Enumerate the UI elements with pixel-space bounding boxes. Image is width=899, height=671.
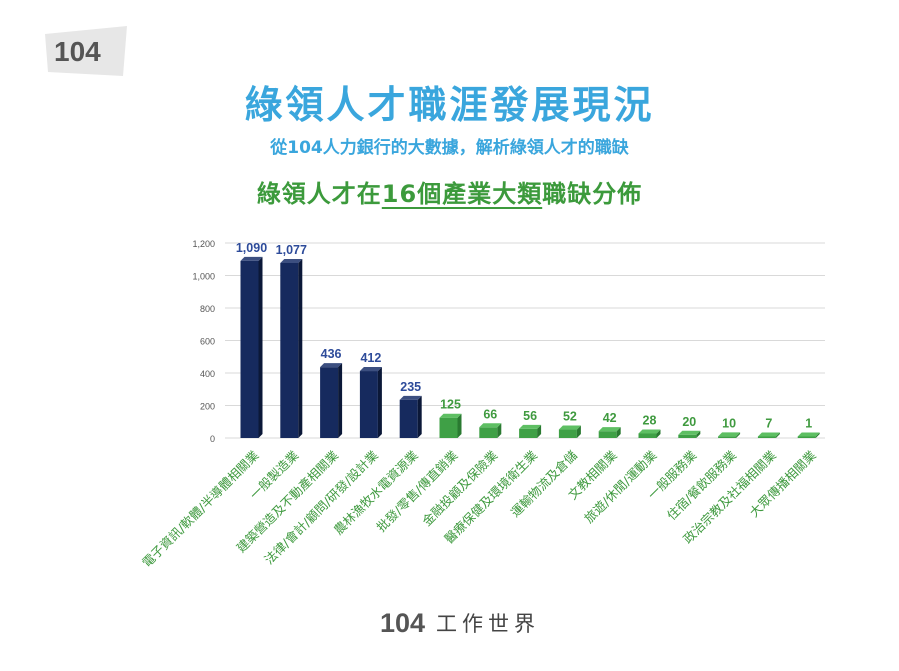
bar-front: [797, 436, 816, 438]
data-label: 7: [765, 417, 772, 431]
bar-top: [519, 424, 542, 429]
x-tick-label: 旅遊/休閒/運動業: [581, 447, 660, 526]
data-label: 235: [400, 380, 421, 394]
bar-top: [598, 427, 621, 432]
bar-top: [320, 363, 343, 368]
bar-front: [280, 262, 299, 438]
bar-front: [638, 433, 657, 438]
bar: [797, 432, 820, 438]
data-label: 1,090: [236, 241, 267, 255]
data-label: 56: [523, 409, 537, 423]
x-tick-label: 住宿/餐飲服務業: [664, 447, 740, 523]
bar-front: [359, 371, 378, 438]
bar-side: [258, 256, 263, 438]
bar-top: [638, 429, 661, 434]
bar-side: [377, 367, 382, 438]
chart-title-underlined: 16個產業大類: [381, 180, 543, 208]
bar: [359, 367, 382, 438]
footer-brand: 工作世界: [436, 612, 540, 636]
data-label: 436: [321, 347, 342, 361]
bar-front: [598, 431, 617, 438]
bar-top: [479, 423, 502, 428]
bar-front: [718, 436, 737, 438]
bar: [280, 258, 303, 438]
logo-background: [45, 26, 127, 76]
bar-side: [656, 429, 661, 438]
bar-side: [815, 432, 820, 438]
data-label: 10: [722, 416, 736, 430]
data-label: 125: [440, 398, 461, 412]
bar-top: [399, 395, 422, 400]
y-tick-label: 1,200: [192, 239, 215, 249]
bar-front: [519, 428, 538, 438]
bar-side: [298, 258, 303, 438]
y-tick-label: 200: [200, 402, 215, 412]
bar-side: [497, 423, 502, 438]
bar-front: [479, 427, 498, 438]
y-tick-label: 400: [200, 369, 215, 379]
bar-front: [320, 367, 339, 438]
bar: [638, 429, 661, 438]
bar: [479, 423, 502, 438]
bar: [240, 256, 263, 438]
bar-top: [240, 256, 263, 261]
bar: [519, 424, 542, 438]
bar: [718, 432, 741, 438]
data-label: 20: [682, 415, 696, 429]
brand-logo: 104: [45, 26, 127, 76]
chart-title: 綠領人才在16個產業大類職缺分佈: [0, 174, 899, 209]
bar: [320, 363, 343, 438]
y-tick-label: 600: [200, 337, 215, 347]
data-label: 52: [563, 410, 577, 424]
data-label: 1,077: [276, 243, 307, 257]
bar-top: [439, 413, 462, 418]
y-tick-label: 1,000: [192, 272, 215, 282]
chart-title-suffix: 職缺分佈: [542, 180, 643, 208]
bar-side: [775, 432, 780, 438]
bar: [678, 430, 701, 438]
bar-front: [558, 429, 577, 438]
bar-front: [439, 417, 458, 438]
logo-text: 104: [54, 36, 101, 67]
y-tick-label: 800: [200, 304, 215, 314]
bar-side: [576, 425, 581, 438]
bar-top: [718, 432, 741, 437]
bar: [439, 413, 462, 438]
bar-top: [280, 258, 303, 263]
chart-title-prefix: 綠領人才在: [256, 180, 382, 208]
bar-side: [616, 427, 621, 438]
bar-side: [338, 363, 343, 438]
data-label: 412: [360, 351, 381, 365]
bar: [598, 427, 621, 438]
bar-front: [678, 434, 697, 438]
data-label: 1: [805, 417, 812, 431]
footer-logo-number: 104: [380, 608, 425, 638]
data-label: 66: [483, 407, 497, 421]
bar-front: [240, 260, 259, 438]
bar: [757, 432, 780, 438]
data-label: 28: [643, 413, 657, 427]
bar-front: [399, 399, 418, 438]
bar: [399, 395, 422, 438]
bar-side: [417, 395, 422, 438]
y-tick-label: 0: [210, 434, 215, 444]
page-subtitle: 從104人力銀行的大數據，解析綠領人才的職缺: [270, 138, 629, 158]
bar-top: [757, 432, 780, 437]
bar-top: [678, 430, 701, 435]
bar-side: [537, 424, 542, 438]
data-label: 42: [603, 411, 617, 425]
bar-top: [558, 425, 581, 430]
page-title: 綠領人才職涯發展現況: [244, 83, 655, 127]
footer-logo: 104 工作世界: [380, 608, 540, 638]
bar-side: [696, 430, 701, 438]
bar-side: [457, 413, 462, 438]
bar-top: [359, 367, 382, 372]
bar: [558, 425, 581, 438]
bar-side: [736, 432, 741, 438]
bar-front: [757, 436, 776, 438]
bar-top: [797, 432, 820, 437]
